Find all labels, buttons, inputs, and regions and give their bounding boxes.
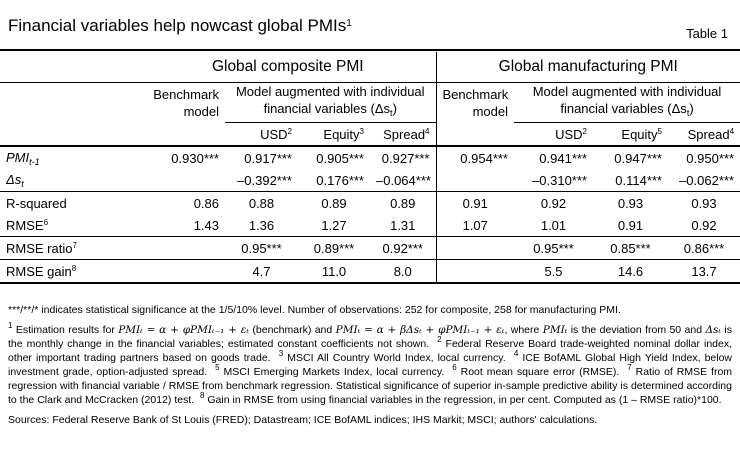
- benchmark-header-composite: Benchmark model: [140, 82, 225, 123]
- results-table: Global composite PMI Global manufacturin…: [0, 52, 740, 284]
- cell: 0.941***: [539, 150, 587, 166]
- col-equity-composite: Equity3: [298, 122, 370, 147]
- cell: 1.27: [298, 214, 370, 237]
- cell: [140, 259, 225, 284]
- cell: –0.392***: [225, 169, 298, 192]
- cell: [435, 236, 514, 260]
- sources-note: Sources: Federal Reserve Bank of St Loui…: [8, 414, 598, 426]
- row-label-rmse: RMSE6: [0, 214, 140, 237]
- cell: –0.062***: [668, 169, 740, 192]
- cell: [140, 236, 225, 260]
- column-header-row: USD2 Equity3 Spread4 USD2 Equity5 Spread…: [0, 122, 740, 147]
- group-composite: Global composite PMI: [211, 58, 364, 75]
- cell: 5.5: [514, 259, 593, 284]
- significance-note: ***/**/* indicates statistical significa…: [8, 304, 621, 316]
- cell: 14.6: [593, 259, 668, 284]
- table-notes: ***/**/* indicates statistical significa…: [8, 303, 732, 427]
- table-row-gain: RMSE gain8 4.7 11.0 8.0 5.5 14.6 13.7: [0, 259, 740, 284]
- cell: 1.36: [225, 214, 298, 237]
- cell: 0.930***: [171, 150, 219, 166]
- row-label-gain: RMSE gain8: [0, 259, 140, 284]
- cell: 0.85***: [593, 236, 668, 260]
- subheader-row: Benchmark model Model augmented with indi…: [0, 82, 740, 123]
- cell: 0.917***: [244, 150, 292, 166]
- cell: 0.89***: [298, 236, 370, 260]
- row-label-ds: Δst: [0, 169, 140, 192]
- cell: 0.91: [593, 214, 668, 237]
- cell: 0.89: [390, 195, 416, 211]
- cell: 0.954***: [435, 146, 514, 169]
- table-row-pmi: PMIt-1 0.930*** 0.917*** 0.905*** 0.927*…: [0, 146, 740, 169]
- benchmark-header-manufacturing: Benchmark model: [435, 82, 514, 123]
- cell: 0.93: [691, 195, 717, 211]
- cell: [435, 169, 514, 192]
- cell: 0.927***: [381, 150, 430, 166]
- group-manufacturing: Global manufacturing PMI: [435, 52, 740, 83]
- cell: 0.905***: [316, 150, 364, 166]
- cell: 0.91: [435, 191, 514, 214]
- cell: 0.86***: [668, 236, 740, 260]
- col-equity-manufacturing: Equity5: [593, 122, 668, 147]
- top-rule: [0, 49, 740, 51]
- cell: 0.95***: [225, 236, 298, 260]
- table-row-rmse: RMSE6 1.43 1.36 1.27 1.31 1.07 1.01 0.91…: [0, 214, 740, 237]
- col-usd-manufacturing: USD2: [514, 122, 593, 147]
- cell: 0.92: [668, 214, 740, 237]
- cell: 13.7: [668, 259, 740, 284]
- cell: 0.95***: [514, 236, 593, 260]
- cell: 1.01: [514, 214, 593, 237]
- cell: 1.43: [140, 214, 225, 237]
- table-number: Table 1: [686, 26, 728, 41]
- cell: 1.07: [435, 214, 514, 237]
- cell: 11.0: [298, 259, 370, 284]
- cell: 0.86: [193, 195, 219, 211]
- page-title: Financial variables help nowcast global …: [8, 16, 352, 35]
- augmented-header-manufacturing: Model augmented with individual financial…: [514, 82, 740, 123]
- cell: 8.0: [370, 259, 436, 284]
- row-label-rsq: R-squared: [6, 195, 67, 211]
- col-spread-composite: Spread4: [370, 122, 436, 147]
- row-label-ratio: RMSE ratio7: [0, 236, 140, 260]
- cell: –0.064***: [370, 169, 436, 192]
- cell: [140, 169, 225, 192]
- table-row-rsq: R-squared 0.86 0.88 0.89 0.89 0.91 0.92 …: [0, 191, 740, 214]
- cell: –0.310***: [514, 169, 593, 192]
- augmented-header-composite: Model augmented with individual financial…: [225, 82, 436, 123]
- footnotes: 1 Estimation results for PMIₜ = α + φPMI…: [8, 321, 733, 407]
- title-footnote-marker: 1: [346, 18, 352, 29]
- table-row-ds: Δst –0.392*** 0.176*** –0.064*** –0.310*…: [0, 169, 740, 192]
- cell: 0.88: [248, 195, 275, 211]
- row-label-pmi: PMIt-1: [6, 149, 40, 167]
- cell: 0.92***: [370, 236, 436, 260]
- cell: [435, 259, 514, 284]
- cell: 0.92: [540, 195, 567, 211]
- cell: 0.114***: [593, 169, 668, 192]
- cell: 4.7: [225, 259, 298, 284]
- table-row-ratio: RMSE ratio7 0.95*** 0.89*** 0.92*** 0.95…: [0, 236, 740, 260]
- group-header-row: Global composite PMI Global manufacturin…: [0, 52, 740, 83]
- cell: 1.31: [370, 214, 436, 237]
- cell: 0.950***: [686, 150, 735, 166]
- cell: 0.176***: [298, 169, 370, 192]
- col-usd-composite: USD2: [225, 122, 298, 147]
- cell: 0.93: [617, 195, 644, 211]
- col-spread-manufacturing: Spread4: [668, 122, 740, 147]
- cell: 0.947***: [614, 150, 662, 166]
- cell: 0.89: [321, 195, 347, 211]
